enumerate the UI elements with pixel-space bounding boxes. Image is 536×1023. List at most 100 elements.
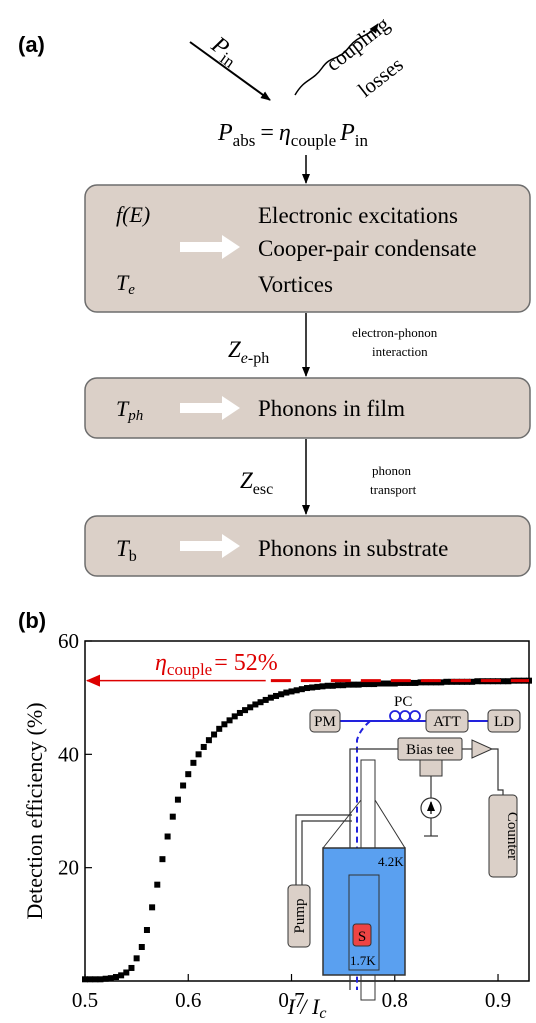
- counter-box: [488, 794, 518, 878]
- data-point: [138, 944, 145, 950]
- bias-tee-label: Bias tee: [406, 742, 454, 758]
- data-point: [376, 680, 383, 687]
- att-label: ATT: [433, 714, 461, 730]
- panel-a-label: (a): [18, 32, 45, 57]
- data-point: [252, 701, 259, 708]
- x-tick-label: 0.5: [72, 988, 98, 1012]
- data-point: [345, 681, 352, 688]
- pin-arrow: [189, 41, 271, 101]
- data-point: [391, 680, 398, 687]
- box1-line1: Electronic excitations: [258, 203, 458, 228]
- data-point: [195, 751, 202, 758]
- data-point: [112, 974, 119, 981]
- white-arrow-1: [180, 235, 240, 259]
- data-point: [402, 679, 409, 686]
- data-point: [154, 881, 161, 888]
- pabs-equation: Pabs = ηcouple Pin: [217, 120, 369, 150]
- data-point: [500, 678, 507, 685]
- data-point: [288, 688, 295, 695]
- data-point: [334, 682, 341, 689]
- plot-frame: [84, 640, 530, 982]
- esc-note-2: transport: [370, 482, 417, 497]
- data-point: [396, 679, 403, 686]
- sample-box: [352, 923, 372, 947]
- data-point: [293, 687, 300, 694]
- data-point: [371, 681, 378, 688]
- data-point: [221, 721, 228, 728]
- ld-label: LD: [494, 714, 514, 730]
- x-tick-label: 0.8: [382, 988, 408, 1012]
- x-tick-label: 0.9: [485, 988, 511, 1012]
- eph-note-1: electron-phonon: [352, 325, 438, 340]
- white-arrow-2: [180, 396, 240, 420]
- data-point: [107, 975, 114, 982]
- data-point: [97, 976, 104, 983]
- box1-line2: Cooper-pair condensate: [258, 236, 477, 261]
- data-point: [329, 682, 336, 689]
- data-point: [350, 681, 357, 688]
- data-point: [231, 713, 238, 720]
- z-eph-label: Ze-ph: [228, 337, 269, 367]
- panel-b-label: (b): [18, 608, 46, 633]
- data-point: [226, 717, 233, 724]
- fe-symbol: f(E): [116, 202, 150, 227]
- data-point: [298, 686, 305, 693]
- data-point: [118, 972, 125, 979]
- axis-ticks: 0.5 0.6 0.7 0.8 0.9 20 40 60: [58, 629, 511, 1012]
- pump-label: Pump: [292, 898, 308, 933]
- data-point: [169, 813, 176, 820]
- y-tick-label: 40: [58, 742, 79, 766]
- data-point: [267, 694, 274, 701]
- inner-pot: [348, 874, 380, 971]
- data-point: [340, 682, 347, 689]
- data-point: [247, 704, 254, 711]
- data-point: [262, 696, 269, 703]
- box2-text: Phonons in film: [258, 396, 405, 421]
- eph-note-2: interaction: [372, 344, 428, 359]
- pump-box: [287, 884, 311, 948]
- pin-label: Pin: [204, 31, 245, 72]
- substrate-phonon-box: [84, 515, 531, 577]
- temp-low-label: 1.7K: [350, 953, 376, 968]
- data-point: [180, 782, 187, 789]
- data-point: [427, 679, 434, 686]
- data-point: [278, 691, 285, 698]
- data-point: [474, 678, 481, 685]
- y-axis-label: Detection efficiency (%): [22, 702, 47, 919]
- coupling-losses-arrow: [294, 23, 379, 96]
- data-point: [190, 759, 197, 766]
- data-point: [200, 743, 207, 750]
- y-tick-label: 20: [58, 856, 79, 880]
- amplifier-icon: [471, 739, 494, 759]
- data-point: [324, 682, 331, 689]
- data-point: [102, 975, 109, 982]
- data-point: [211, 731, 218, 738]
- pm-label: PM: [314, 714, 336, 730]
- data-point: [159, 856, 166, 863]
- x-axis-label: I / Ic: [287, 994, 327, 1022]
- tph-symbol: Tph: [116, 396, 143, 424]
- counter-label: Counter: [504, 812, 520, 860]
- data-point: [205, 737, 212, 744]
- data-point: [381, 680, 388, 687]
- data-point: [283, 689, 290, 696]
- data-point: [433, 679, 440, 686]
- data-point: [92, 976, 99, 983]
- data-point: [216, 725, 223, 732]
- data-point: [438, 679, 445, 686]
- data-point: [304, 685, 310, 692]
- excitations-box: [84, 184, 531, 313]
- fiber-dashed: [356, 720, 371, 990]
- data-point: [185, 771, 192, 778]
- data-point: [417, 679, 424, 686]
- data-point: [174, 796, 181, 803]
- film-phonon-box: [84, 377, 531, 439]
- att-box: [425, 709, 469, 733]
- data-point: [128, 964, 135, 971]
- data-point: [365, 681, 372, 688]
- losses-label: losses: [353, 52, 407, 102]
- ld-box: [487, 709, 521, 733]
- data-point: [319, 683, 326, 690]
- data-point: [143, 927, 150, 933]
